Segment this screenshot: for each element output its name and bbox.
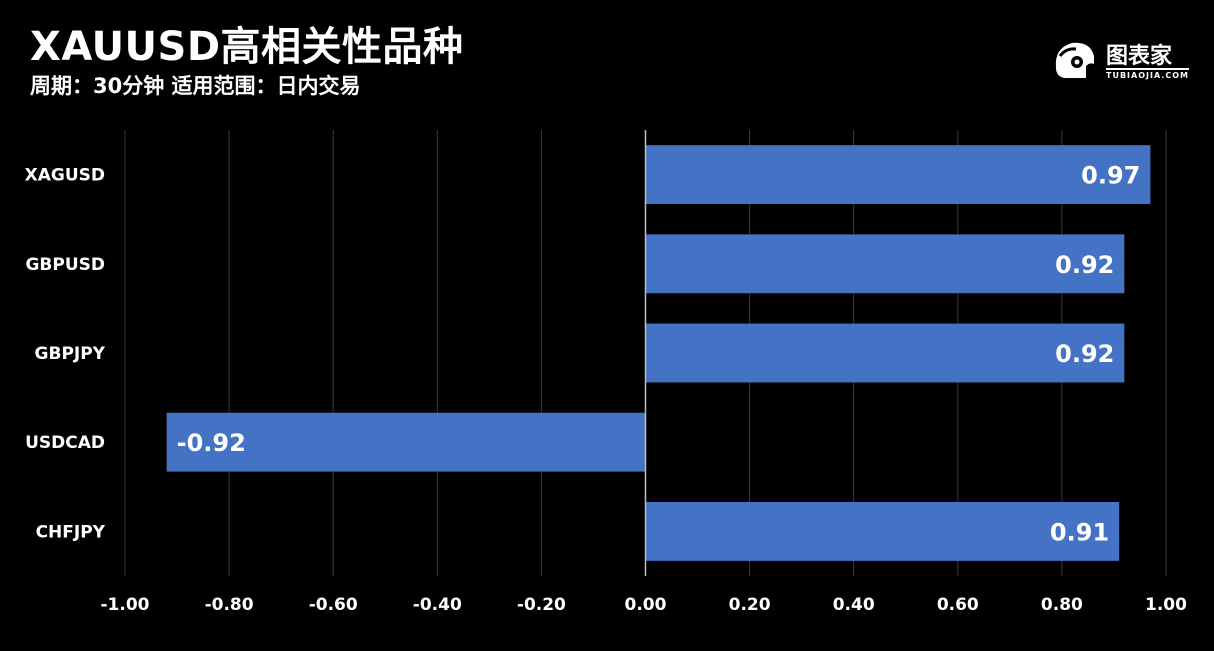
- category-label: CHFJPY: [36, 522, 106, 542]
- brand-name: 图表家: [1106, 44, 1173, 69]
- category-label: GBPUSD: [25, 255, 105, 275]
- data-label: -0.92: [177, 429, 246, 457]
- bar: [645, 145, 1151, 205]
- x-tick-label: 0.40: [833, 595, 875, 615]
- x-tick-label: 0.00: [625, 595, 667, 615]
- x-tick-label: -0.40: [413, 595, 462, 615]
- brand-logo: 图表家 TUBIAOJIA.COM: [1050, 38, 1190, 82]
- x-tick-label: -0.60: [309, 595, 358, 615]
- category-label: XAGUSD: [25, 166, 105, 186]
- category-label: GBPJPY: [35, 344, 106, 364]
- chart-subtitle: 周期：30分钟 适用范围：日内交易: [30, 74, 361, 98]
- x-tick-label: 0.20: [729, 595, 771, 615]
- data-label: 0.91: [1050, 518, 1109, 546]
- bar: [645, 323, 1125, 383]
- x-tick-label: 1.00: [1145, 595, 1187, 615]
- chart-title: XAUUSD高相关性品种: [30, 24, 464, 70]
- data-label: 0.92: [1055, 251, 1114, 279]
- x-tick-label: -0.20: [517, 595, 566, 615]
- bar: [645, 501, 1120, 561]
- category-label: USDCAD: [25, 433, 105, 453]
- brand-tagline: TUBIAOJIA.COM: [1106, 68, 1189, 80]
- brand-logo-icon: [1055, 42, 1094, 78]
- data-label: 0.92: [1055, 340, 1114, 368]
- x-tick-label: -0.80: [205, 595, 254, 615]
- x-tick-label: 0.80: [1041, 595, 1083, 615]
- x-tick-label: 0.60: [937, 595, 979, 615]
- data-label: 0.97: [1081, 162, 1140, 190]
- bar: [166, 412, 646, 472]
- bar: [645, 234, 1125, 294]
- x-tick-label: -1.00: [101, 595, 150, 615]
